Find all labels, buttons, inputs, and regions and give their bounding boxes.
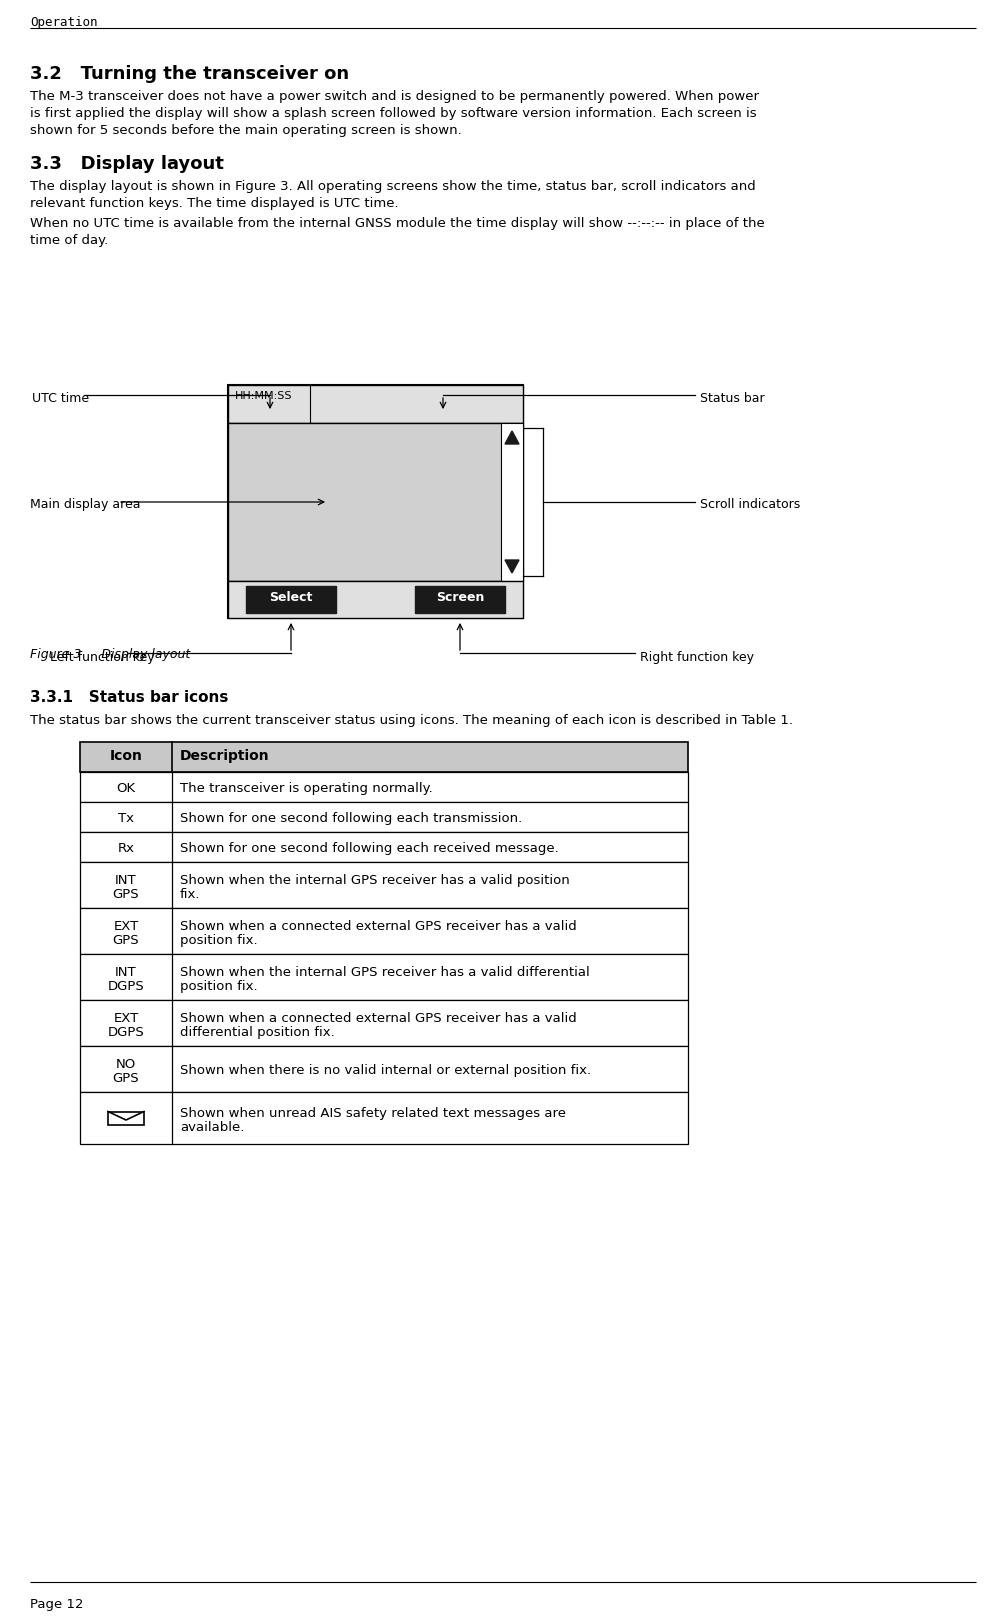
Bar (80, 802, 688, 832)
Bar (80, 832, 688, 861)
Text: Shown for one second following each transmission.: Shown for one second following each tran… (180, 811, 522, 826)
Text: Operation: Operation (30, 16, 98, 29)
Bar (228, 423, 523, 582)
Text: NO: NO (116, 1058, 136, 1071)
Text: The status bar shows the current transceiver status using icons. The meaning of : The status bar shows the current transce… (30, 714, 793, 727)
Text: Icon: Icon (110, 748, 143, 763)
Text: position fix.: position fix. (180, 979, 258, 992)
Bar (228, 582, 523, 617)
Text: OK: OK (117, 782, 136, 795)
Text: 3.3.1   Status bar icons: 3.3.1 Status bar icons (30, 690, 228, 705)
Bar (108, 1112, 144, 1125)
Text: shown for 5 seconds before the main operating screen is shown.: shown for 5 seconds before the main oper… (30, 124, 462, 137)
Text: fix.: fix. (180, 889, 200, 902)
Text: DGPS: DGPS (108, 1026, 145, 1039)
Text: 3.2   Turning the transceiver on: 3.2 Turning the transceiver on (30, 65, 349, 82)
Text: is first applied the display will show a splash screen followed by software vers: is first applied the display will show a… (30, 107, 757, 120)
Text: DGPS: DGPS (108, 979, 145, 992)
Bar (80, 1092, 688, 1144)
Text: Description: Description (180, 748, 270, 763)
Bar (501, 423, 523, 582)
Text: Shown when the internal GPS receiver has a valid position: Shown when the internal GPS receiver has… (180, 874, 569, 887)
Bar (80, 861, 688, 908)
Text: Select: Select (270, 591, 313, 604)
Bar (80, 953, 688, 1000)
Polygon shape (505, 561, 519, 574)
Text: Left function key: Left function key (50, 651, 155, 664)
Polygon shape (505, 431, 519, 444)
Bar (80, 772, 688, 802)
Text: Page 12: Page 12 (30, 1598, 83, 1611)
Text: The transceiver is operating normally.: The transceiver is operating normally. (180, 782, 433, 795)
Text: differential position fix.: differential position fix. (180, 1026, 335, 1039)
Text: Shown when the internal GPS receiver has a valid differential: Shown when the internal GPS receiver has… (180, 966, 590, 979)
Text: Shown when there is no valid internal or external position fix.: Shown when there is no valid internal or… (180, 1063, 592, 1076)
Text: Shown for one second following each received message.: Shown for one second following each rece… (180, 842, 558, 855)
Bar (80, 908, 688, 953)
Text: Scroll indicators: Scroll indicators (700, 498, 800, 511)
Text: The M-3 transceiver does not have a power switch and is designed to be permanent: The M-3 transceiver does not have a powe… (30, 90, 759, 103)
Text: Status bar: Status bar (700, 393, 765, 406)
Text: UTC time: UTC time (32, 393, 90, 406)
Text: INT: INT (116, 874, 137, 887)
Text: Screen: Screen (436, 591, 484, 604)
Bar (415, 587, 505, 612)
Bar (228, 385, 523, 617)
Bar (80, 742, 688, 772)
Text: GPS: GPS (113, 1071, 139, 1084)
Text: HH:MM:SS: HH:MM:SS (235, 391, 293, 401)
Text: available.: available. (180, 1122, 244, 1134)
Text: Tx: Tx (118, 811, 134, 826)
Text: position fix.: position fix. (180, 934, 258, 947)
Text: 3.3   Display layout: 3.3 Display layout (30, 155, 224, 173)
Text: relevant function keys. The time displayed is UTC time.: relevant function keys. The time display… (30, 197, 398, 210)
Bar (228, 385, 523, 423)
Text: INT: INT (116, 966, 137, 979)
Text: EXT: EXT (114, 1012, 139, 1025)
Text: Shown when a connected external GPS receiver has a valid: Shown when a connected external GPS rece… (180, 1012, 576, 1025)
Text: The display layout is shown in Figure 3. All operating screens show the time, st: The display layout is shown in Figure 3.… (30, 179, 756, 192)
Text: GPS: GPS (113, 934, 139, 947)
Text: Rx: Rx (118, 842, 135, 855)
Text: Right function key: Right function key (640, 651, 754, 664)
Text: When no UTC time is available from the internal GNSS module the time display wil: When no UTC time is available from the i… (30, 217, 765, 229)
Bar (80, 1000, 688, 1046)
Text: EXT: EXT (114, 920, 139, 932)
Bar (246, 587, 336, 612)
Text: Shown when a connected external GPS receiver has a valid: Shown when a connected external GPS rece… (180, 920, 576, 932)
Bar (80, 1046, 688, 1092)
Text: time of day.: time of day. (30, 234, 109, 247)
Text: Shown when unread AIS safety related text messages are: Shown when unread AIS safety related tex… (180, 1107, 566, 1120)
Text: Main display area: Main display area (30, 498, 141, 511)
Text: GPS: GPS (113, 889, 139, 902)
Text: Figure 3     Display layout: Figure 3 Display layout (30, 648, 190, 661)
